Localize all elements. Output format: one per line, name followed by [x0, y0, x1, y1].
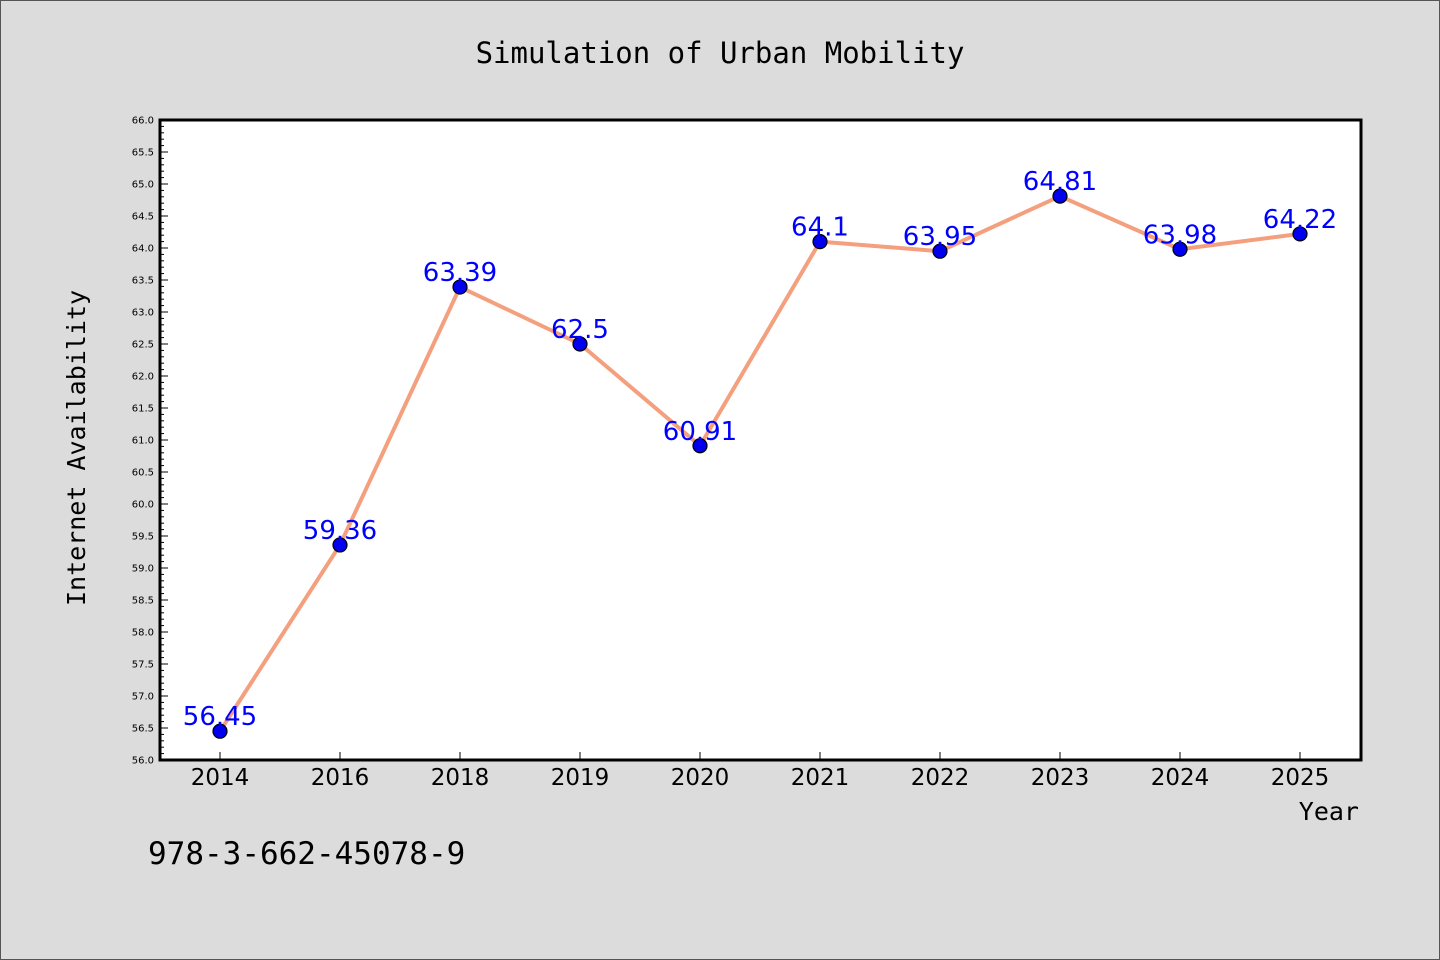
y-tick-label: 64.0	[132, 244, 154, 255]
data-label: 63.95	[903, 222, 977, 252]
x-tick-label: 2021	[791, 765, 850, 791]
y-tick-label: 62.5	[132, 340, 154, 351]
y-tick-label: 56.5	[132, 724, 154, 735]
data-point	[1172, 241, 1188, 257]
x-axis-title: Year	[1299, 797, 1359, 826]
data-label: 59.36	[303, 516, 377, 546]
y-tick-label: 61.0	[132, 436, 154, 447]
data-point	[1292, 226, 1308, 242]
y-tick-label: 65.0	[132, 180, 154, 191]
chart-title: Simulation of Urban Mobility	[476, 36, 965, 70]
y-tick-label: 57.5	[132, 660, 154, 671]
data-point	[332, 537, 348, 553]
y-tick-label: 63.0	[132, 308, 154, 319]
y-tick-label: 60.5	[132, 468, 154, 479]
data-labels-layer: 56.45 59.36 63.39 62.5 60.91 64.1 63.95 64.81 63…	[183, 167, 1337, 732]
data-label: 60.91	[663, 417, 737, 447]
data-point	[212, 723, 228, 739]
y-tick-label: 66.0	[132, 116, 154, 127]
data-point	[692, 438, 708, 454]
data-label: 62.5	[551, 315, 609, 345]
footnote-isbn: 978-3-662-45078-9	[148, 836, 465, 872]
x-tick-label: 2022	[911, 765, 970, 791]
data-label: 64.22	[1263, 205, 1337, 235]
x-tick-label: 2014	[191, 765, 250, 791]
y-tick-label: 61.5	[132, 404, 154, 415]
plot-area	[158, 118, 1363, 762]
x-tick-label: 2016	[311, 765, 370, 791]
y-tick-label: 58.0	[132, 628, 154, 639]
x-tick-label: 2019	[551, 765, 610, 791]
y-tick-label: 59.5	[132, 532, 154, 543]
y-tick-label: 58.5	[132, 596, 154, 607]
data-point	[572, 336, 588, 352]
y-tick-label: 62.0	[132, 372, 154, 383]
data-point	[1052, 188, 1068, 204]
y-tick-label: 57.0	[132, 692, 154, 703]
y-tick-label: 64.5	[132, 212, 154, 223]
data-point	[932, 243, 948, 259]
data-label: 64.81	[1023, 167, 1097, 197]
x-axis: 2014 2016 2018 2019 2020 2021 2022 2023 2024 2025	[191, 752, 1330, 791]
x-tick-label: 2020	[671, 765, 730, 791]
data-point	[452, 279, 468, 295]
y-tick-label: 60.0	[132, 500, 154, 511]
y-axis-title: Internet Availability	[62, 290, 91, 606]
x-tick-label: 2024	[1151, 765, 1210, 791]
data-label: 56.45	[183, 702, 257, 732]
series-layer	[212, 188, 1308, 739]
x-tick-label: 2018	[431, 765, 490, 791]
y-tick-label: 63.5	[132, 276, 154, 287]
y-tick-label: 59.0	[132, 564, 154, 575]
data-label: 63.98	[1143, 220, 1217, 250]
data-point	[812, 234, 828, 250]
x-tick-label: 2025	[1271, 765, 1330, 791]
y-axis: 56.0 56.5 57.0 57.5 58.0 58.5 59.0 59.5 60.0 60.5…	[132, 116, 168, 767]
x-tick-label: 2023	[1031, 765, 1090, 791]
y-tick-label: 65.5	[132, 148, 154, 159]
y-tick-label: 56.0	[132, 756, 154, 767]
series-line	[218, 194, 1302, 734]
data-label: 63.39	[423, 258, 497, 288]
data-label: 64.1	[791, 213, 849, 243]
